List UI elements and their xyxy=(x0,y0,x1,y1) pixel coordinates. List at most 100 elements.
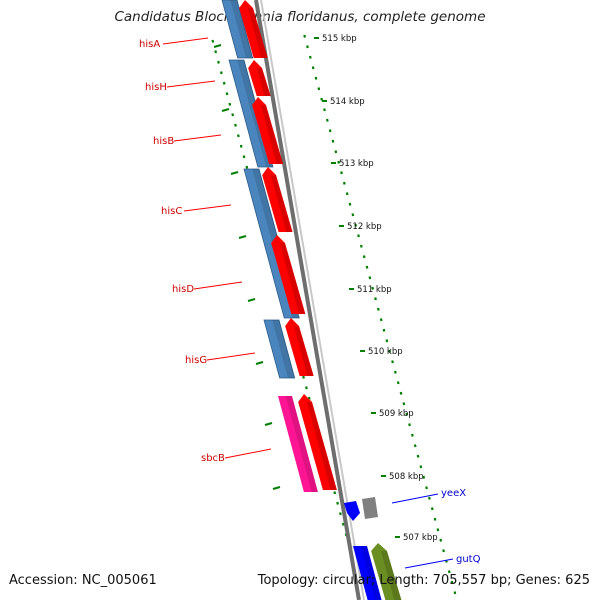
gene-label-hisG: hisG xyxy=(185,355,207,366)
forward-cds-arrow xyxy=(271,235,306,314)
ruler-dot xyxy=(436,528,440,532)
sbcB-cds-shade xyxy=(285,396,318,492)
ruler-dot xyxy=(317,87,321,91)
minor-tick xyxy=(239,144,243,148)
feature-tracks xyxy=(221,0,402,600)
minor-tick xyxy=(236,134,240,138)
major-tick xyxy=(221,108,230,112)
ruler-dot xyxy=(368,276,372,280)
minor-tick xyxy=(341,522,345,526)
ruler-dot xyxy=(402,402,406,406)
ruler-dot xyxy=(334,150,338,154)
gene-label-hisB: hisB xyxy=(153,136,174,147)
ruler-dot xyxy=(351,213,355,217)
major-tick xyxy=(238,235,247,239)
label-leader-line xyxy=(183,204,232,212)
ruler-dot xyxy=(308,55,312,59)
ruler-dot xyxy=(428,496,431,500)
ruler-dot xyxy=(325,118,329,122)
reverse-strand-cds xyxy=(263,319,296,379)
reverse-strand-cds-shade xyxy=(230,0,253,58)
gene-label-hisD: hisD xyxy=(172,284,194,295)
ruler-dot xyxy=(430,507,434,511)
ruler-dot xyxy=(357,234,360,238)
forward-cds-arrow-shade xyxy=(293,326,314,376)
ruler-dot xyxy=(416,454,420,458)
kbp-label: 510 kbp xyxy=(368,347,403,357)
gene-label-hisC: hisC xyxy=(161,206,182,217)
minor-tick xyxy=(339,512,342,516)
ruler-dot xyxy=(419,465,423,469)
gene-label-hisH: hisH xyxy=(145,82,167,93)
ruler-dot xyxy=(306,45,309,49)
kbp-label: 515 kbp xyxy=(322,34,357,44)
ruler-dot xyxy=(450,580,454,584)
minor-tick xyxy=(217,60,220,64)
forward-cds-arrow xyxy=(285,318,314,376)
forward-cds-arrow-shade xyxy=(270,175,293,232)
ruler-dot xyxy=(405,412,409,416)
label-leader-line xyxy=(404,558,454,569)
kbp-label: 513 kbp xyxy=(339,159,374,169)
minor-tick xyxy=(307,396,311,400)
ruler-dot xyxy=(442,549,445,553)
ruler-dot xyxy=(411,433,414,437)
ruler-dot xyxy=(422,475,426,479)
label-leader-line xyxy=(224,448,272,459)
gene-label-gutQ: gutQ xyxy=(456,554,481,565)
minor-tick xyxy=(222,81,226,85)
minor-tick xyxy=(242,155,246,159)
minor-tick xyxy=(211,39,215,43)
kbp-label: 514 kbp xyxy=(330,97,365,107)
forward-cds-arrow xyxy=(248,60,271,96)
minor-tick xyxy=(245,165,249,169)
ruler-dot xyxy=(362,255,366,259)
ruler-dot xyxy=(379,318,383,322)
reverse-strand-cds xyxy=(221,0,254,59)
ruler-dot xyxy=(413,444,417,448)
forward-cds-arrow xyxy=(262,167,293,232)
ruler-dot xyxy=(303,34,307,38)
ruler-dot xyxy=(323,108,326,112)
genome-summary: Topology: circular; Length: 705,557 bp; … xyxy=(257,573,590,588)
label-leader-line xyxy=(173,134,222,142)
accession-text: Accession: NC_005061 xyxy=(9,573,157,588)
gutQ-cds xyxy=(371,543,402,600)
ruler-dot xyxy=(359,244,363,248)
ruler-dot xyxy=(394,370,397,374)
minor-tick xyxy=(234,123,237,127)
map-title: Candidatus Blochmannia floridanus, compl… xyxy=(114,9,486,25)
major-tick xyxy=(264,422,273,426)
minor-tick xyxy=(231,113,235,117)
kbp-label: 507 kbp xyxy=(403,533,438,543)
minor-tick xyxy=(214,50,218,54)
ruler-dot xyxy=(396,381,400,385)
ruler-dot xyxy=(311,66,315,70)
bottom-blue-cds xyxy=(353,546,382,600)
ruler-dot xyxy=(328,129,332,133)
ruler-dot xyxy=(354,223,358,227)
ruler-dot xyxy=(447,570,451,574)
ruler-dot xyxy=(320,97,324,101)
gene-label-sbcB: sbcB xyxy=(201,453,225,464)
label-leader-line xyxy=(391,493,439,504)
ruler-dot xyxy=(439,538,443,542)
ruler-dot xyxy=(425,486,428,490)
reverse-strand-cds-shade xyxy=(272,320,295,378)
ruler-dot xyxy=(433,517,437,521)
ruler-dot xyxy=(365,265,369,269)
ruler-dot xyxy=(374,297,377,301)
kbp-label: 509 kbp xyxy=(379,409,414,419)
major-tick xyxy=(247,298,256,302)
forward-cds-arrow xyxy=(239,0,268,58)
label-leader-line xyxy=(162,37,209,45)
ruler-dot xyxy=(345,192,349,196)
gene-label-yeeX: yeeX xyxy=(441,488,466,499)
minor-tick xyxy=(333,491,337,495)
forward-cds-arrow-shade xyxy=(260,105,284,164)
ruler-dot xyxy=(376,307,380,311)
major-tick xyxy=(272,486,281,490)
minor-tick xyxy=(228,102,232,106)
reverse-strand-cds xyxy=(228,59,274,168)
kbp-label: 512 kbp xyxy=(347,222,382,232)
